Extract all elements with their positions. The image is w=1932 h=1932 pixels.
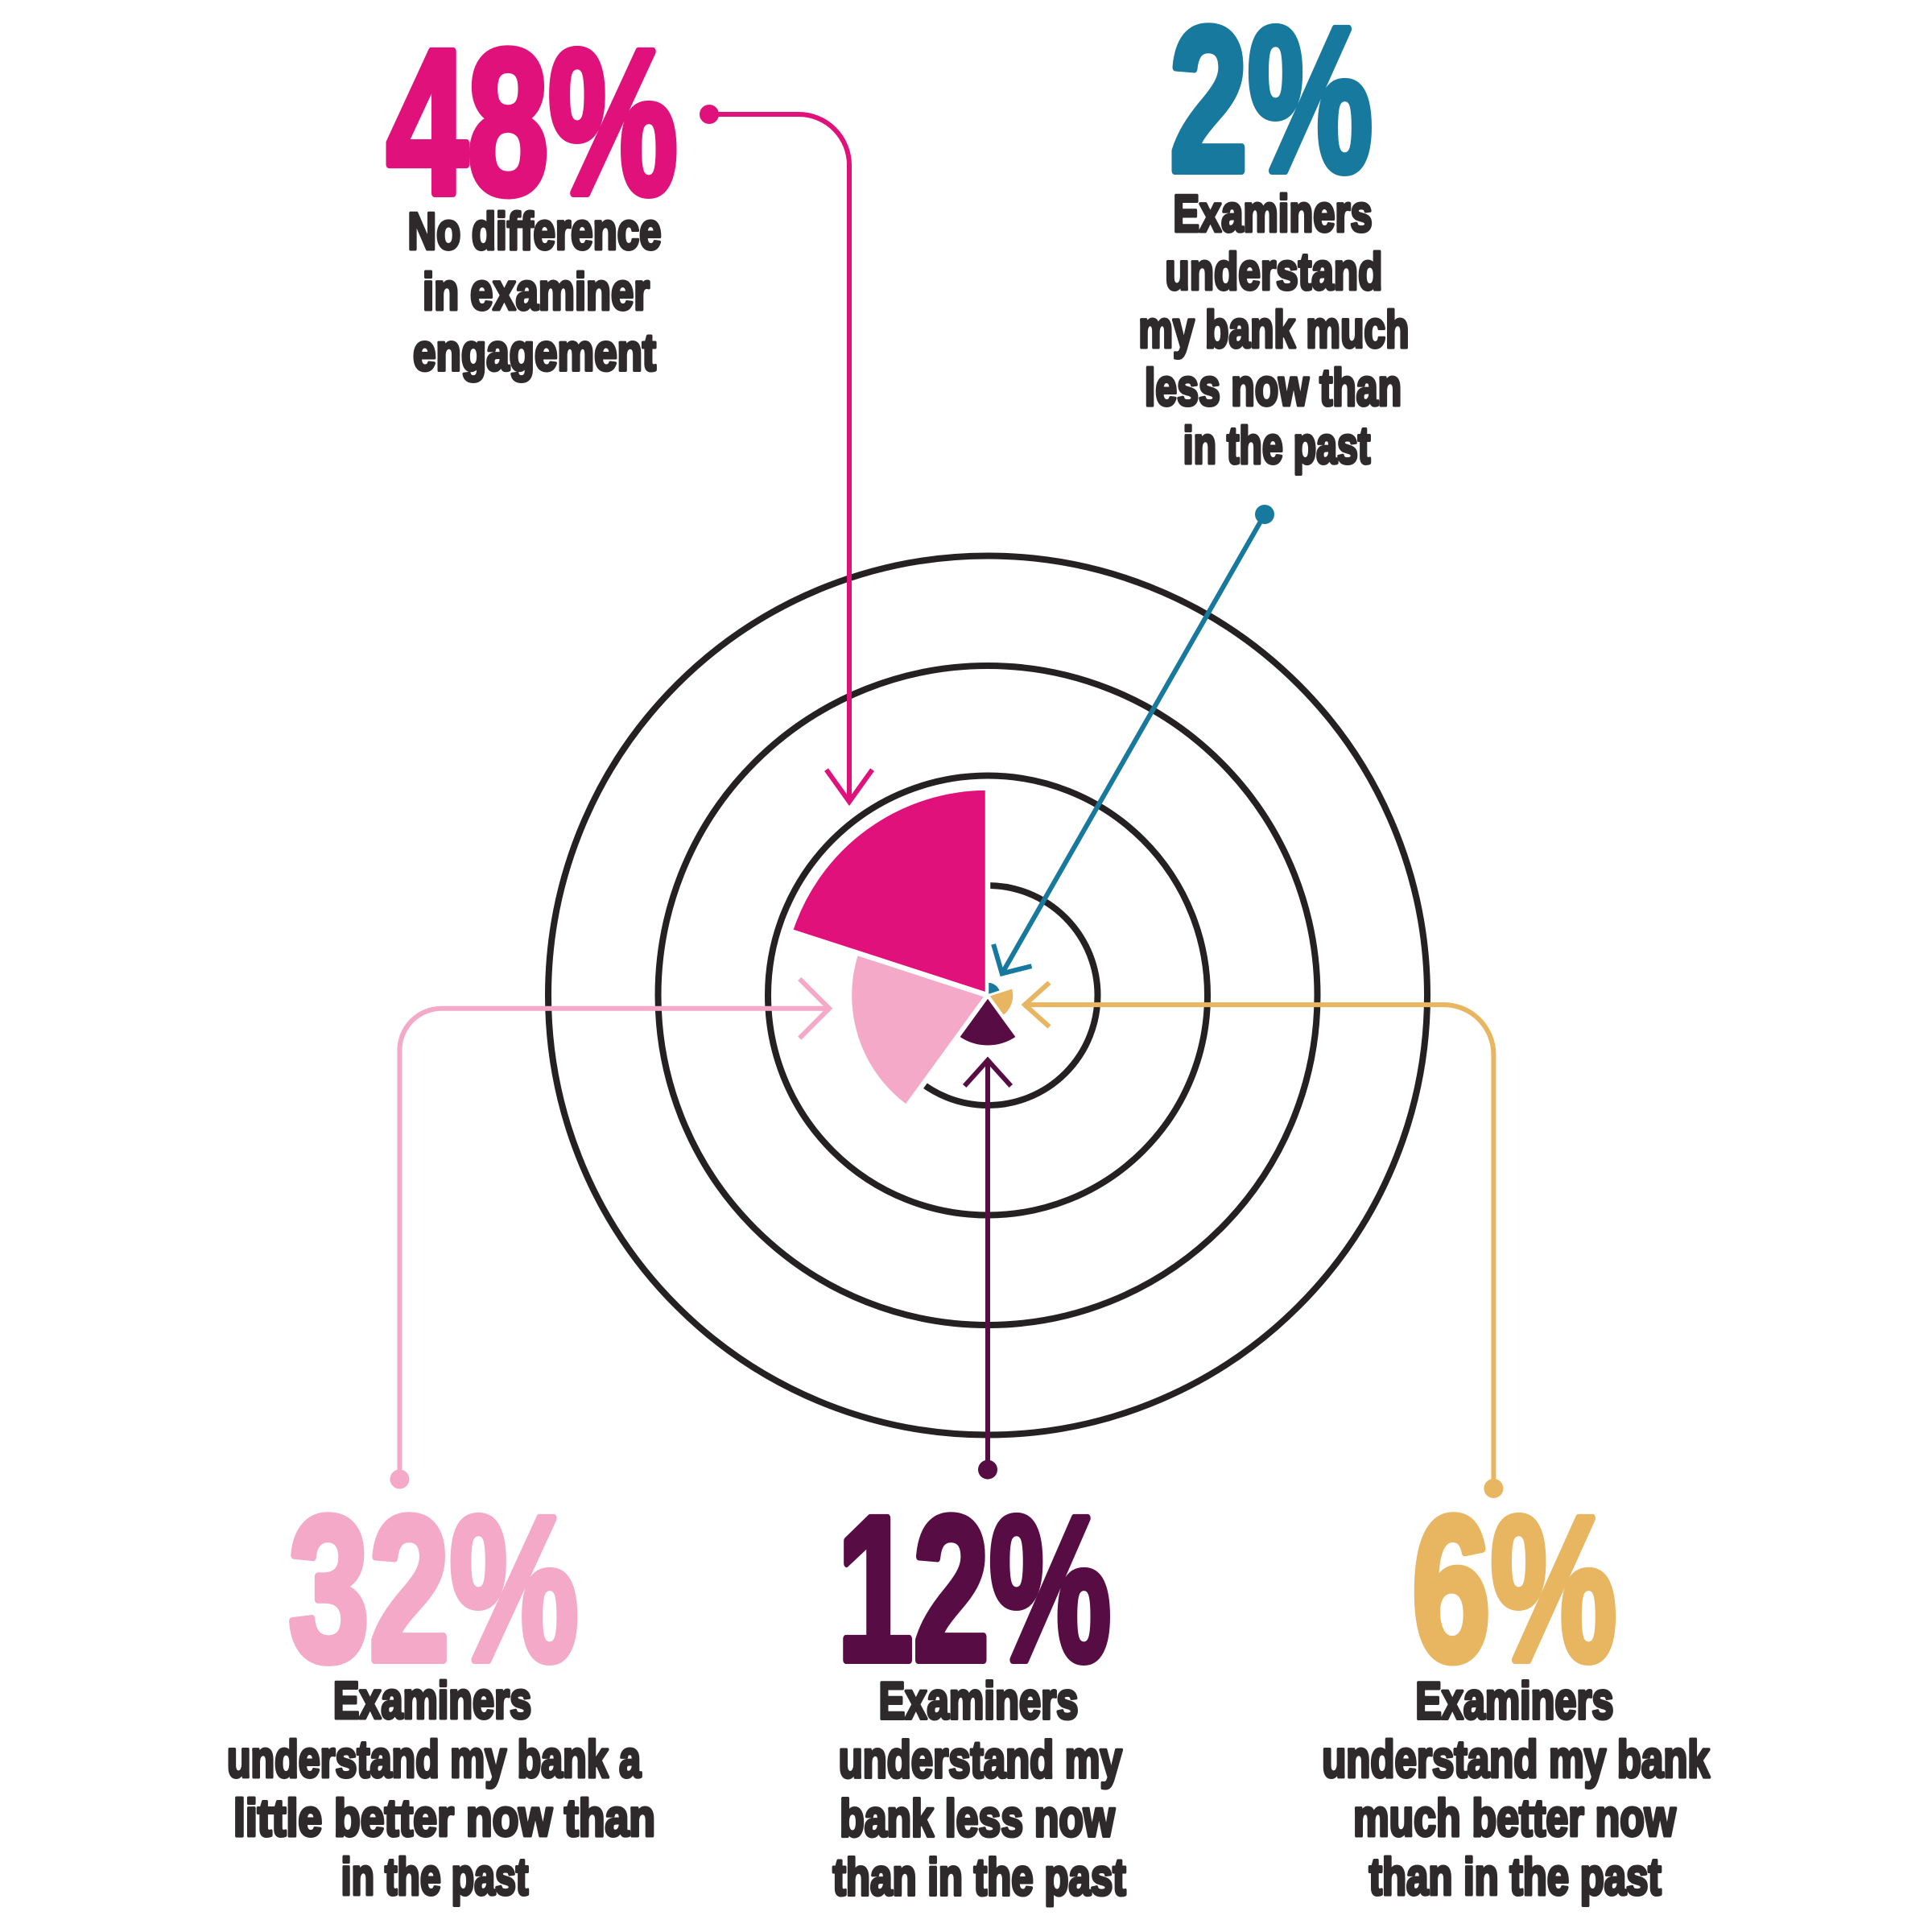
svg-text:bank less now: bank less now — [840, 1790, 1115, 1848]
svg-text:understand: understand — [1165, 243, 1382, 301]
svg-text:Examiners: Examiners — [879, 1673, 1079, 1731]
svg-text:than in the past: than in the past — [833, 1849, 1126, 1907]
svg-text:much better now: much better now — [1353, 1789, 1676, 1847]
svg-text:in examiner: in examiner — [423, 263, 650, 321]
svg-text:understand my bank a: understand my bank a — [227, 1731, 642, 1790]
svg-text:engagement: engagement — [413, 324, 656, 382]
svg-text:understand my: understand my — [839, 1732, 1122, 1790]
svg-text:in the past: in the past — [1183, 416, 1371, 474]
svg-text:6%: 6% — [1412, 1473, 1617, 1704]
svg-text:my bank much: my bank much — [1138, 300, 1409, 359]
svg-text:little better now than: little better now than — [233, 1788, 655, 1847]
svg-text:than in the past: than in the past — [1369, 1848, 1662, 1906]
svg-text:understand my bank: understand my bank — [1322, 1731, 1710, 1789]
svg-text:No difference: No difference — [407, 203, 661, 261]
svg-text:12%: 12% — [837, 1474, 1111, 1704]
svg-text:less now than: less now than — [1145, 359, 1402, 418]
svg-text:in the past: in the past — [341, 1847, 529, 1905]
svg-text:Examiners: Examiners — [1415, 1672, 1613, 1730]
svg-text:Examiners: Examiners — [333, 1672, 531, 1730]
svg-text:48%: 48% — [386, 6, 677, 237]
svg-text:Examiners: Examiners — [1173, 185, 1372, 243]
svg-text:32%: 32% — [288, 1474, 578, 1704]
svg-text:2%: 2% — [1170, 0, 1373, 215]
